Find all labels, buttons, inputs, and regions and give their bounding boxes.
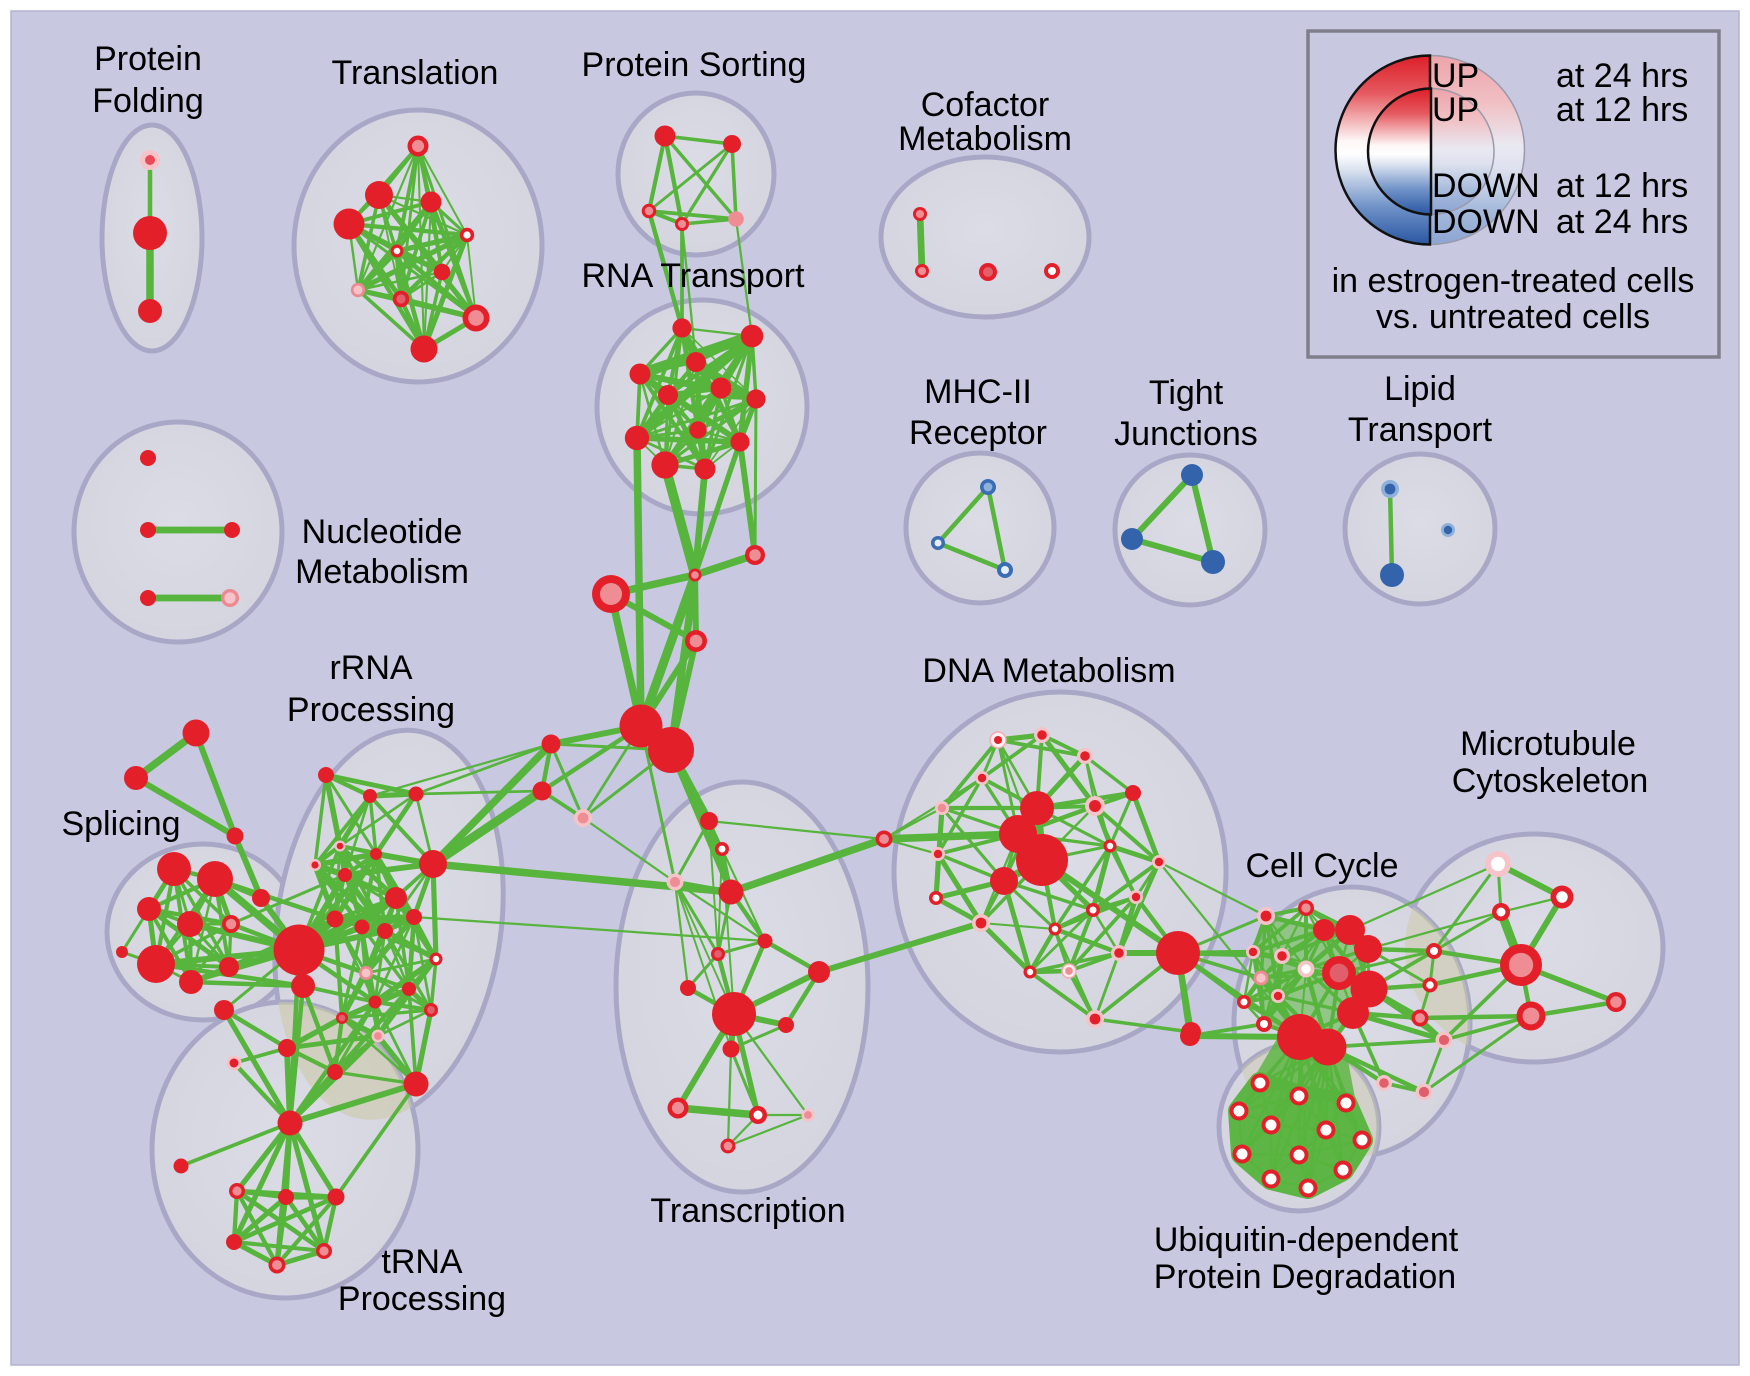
svg-text:Processing: Processing [338,1280,506,1318]
svg-text:Folding: Folding [92,82,204,120]
svg-text:Transport: Transport [1348,411,1493,449]
svg-text:Junctions: Junctions [1114,415,1258,453]
svg-text:Translation: Translation [332,54,499,92]
svg-text:DOWN: DOWN [1432,203,1540,241]
svg-text:Nucleotide: Nucleotide [302,513,463,551]
svg-text:Processing: Processing [287,691,455,729]
svg-text:at 12 hrs: at 12 hrs [1556,91,1688,129]
svg-text:MHC-II: MHC-II [924,373,1032,411]
svg-text:at 24 hrs: at 24 hrs [1556,203,1688,241]
svg-text:vs. untreated cells: vs. untreated cells [1376,298,1650,336]
svg-text:Receptor: Receptor [909,414,1047,452]
svg-text:Lipid: Lipid [1384,370,1456,408]
svg-text:rRNA: rRNA [329,649,412,687]
svg-text:Protein: Protein [94,40,202,78]
svg-text:UP: UP [1432,91,1479,129]
svg-text:in estrogen-treated cells: in estrogen-treated cells [1332,262,1695,300]
svg-text:UP: UP [1432,57,1479,95]
svg-text:at 12 hrs: at 12 hrs [1556,167,1688,205]
svg-text:tRNA: tRNA [381,1243,463,1281]
svg-text:Metabolism: Metabolism [295,553,469,591]
svg-text:Transcription: Transcription [650,1192,845,1230]
svg-text:Protein Degradation: Protein Degradation [1154,1258,1456,1296]
svg-text:Cytoskeleton: Cytoskeleton [1452,762,1649,800]
svg-text:DOWN: DOWN [1432,167,1540,205]
svg-text:Cofactor: Cofactor [921,86,1050,124]
svg-text:RNA Transport: RNA Transport [582,257,806,295]
svg-text:Metabolism: Metabolism [898,120,1072,158]
svg-text:Cell Cycle: Cell Cycle [1245,847,1398,885]
svg-text:Protein Sorting: Protein Sorting [582,46,807,84]
svg-text:Ubiquitin-dependent: Ubiquitin-dependent [1154,1221,1459,1259]
svg-text:Splicing: Splicing [61,805,180,843]
svg-text:Microtubule: Microtubule [1460,725,1636,763]
svg-text:at 24 hrs: at 24 hrs [1556,57,1688,95]
svg-text:DNA Metabolism: DNA Metabolism [922,652,1175,690]
svg-text:Tight: Tight [1149,374,1224,412]
